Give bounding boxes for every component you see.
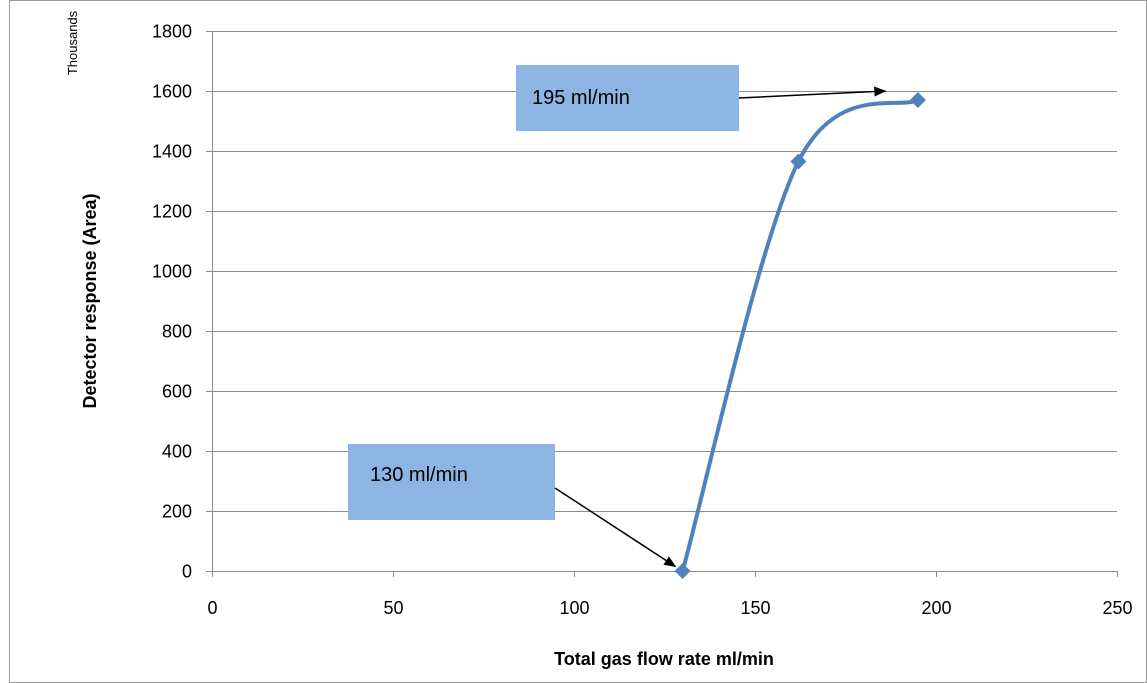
callout-box-0 [516,65,739,131]
x-tick-label: 200 [921,598,951,618]
x-tick-label: 250 [1102,598,1132,618]
y-tick-label: 800 [162,322,192,342]
callout-arrow-0 [738,86,887,99]
tick-labels: 0 200 400 600 800 1000 1200 1400 1600 1800 0 50 100 1… [152,22,1133,619]
y-tick-label: 1800 [152,22,192,42]
y-tick-label: 1600 [152,82,192,102]
y-tick-label: 1000 [152,262,192,282]
x-tick-label: 100 [559,598,589,618]
series-layer [674,92,926,579]
callout-box-1 [348,444,555,520]
data-point-0 [674,563,691,579]
y-tick-label: 600 [162,382,192,402]
grid-layer [212,31,1117,512]
annotation-layer: 195 ml/min 130 ml/min [348,65,887,568]
y-tick-label: 1400 [152,142,192,162]
callout-arrow-1 [554,487,677,568]
data-point-2 [909,92,926,108]
x-tick-label: 150 [740,598,770,618]
series-line [680,98,920,573]
y-tick-label: 1200 [152,202,192,222]
callout-label-0: 195 ml/min [532,87,630,109]
y-tick-label: 200 [162,502,192,522]
data-point-1 [790,153,807,170]
y-unit-label: Thousands [65,10,80,75]
axes-layer [206,31,1118,577]
y-tick-label: 0 [182,562,192,582]
y-axis-title: Detector response (Area) [80,193,100,408]
y-tick-label: 400 [162,442,192,462]
x-tick-label: 50 [383,598,403,618]
x-axis-title: Total gas flow rate ml/min [554,649,774,669]
x-tick-label: 0 [207,598,217,618]
callout-label-1: 130 ml/min [370,464,468,486]
